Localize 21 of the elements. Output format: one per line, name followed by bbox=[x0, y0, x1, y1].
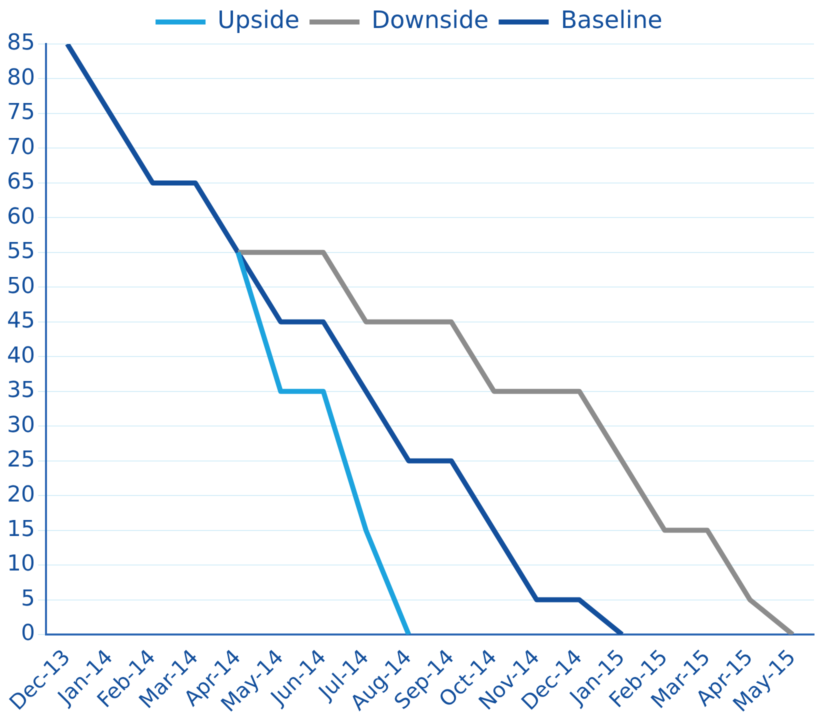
y-tick-label: 45 bbox=[6, 308, 35, 334]
y-tick-label: 70 bbox=[6, 134, 35, 160]
y-tick-label: 65 bbox=[6, 170, 35, 195]
y-tick-label: 5 bbox=[20, 586, 35, 612]
y-tick-label: 50 bbox=[6, 274, 35, 299]
y-tick-label: 25 bbox=[6, 448, 35, 473]
legend-label: Upside bbox=[218, 6, 300, 34]
y-tick-label: 85 bbox=[6, 30, 35, 56]
y-tick-label: 60 bbox=[6, 204, 35, 230]
y-tick-label: 20 bbox=[6, 482, 35, 508]
y-tick-label: 75 bbox=[6, 100, 35, 126]
y-tick-label: 15 bbox=[6, 517, 35, 542]
y-tick-label: 10 bbox=[6, 552, 35, 577]
y-tick-label: 35 bbox=[6, 378, 35, 404]
y-tick-label: 30 bbox=[6, 412, 35, 438]
legend-label: Downside bbox=[372, 6, 489, 34]
legend-label: Baseline bbox=[560, 6, 662, 34]
y-tick-label: 55 bbox=[6, 239, 35, 264]
y-tick-label: 0 bbox=[20, 621, 35, 646]
y-tick-label: 40 bbox=[6, 343, 35, 368]
y-tick-label: 80 bbox=[6, 65, 35, 90]
